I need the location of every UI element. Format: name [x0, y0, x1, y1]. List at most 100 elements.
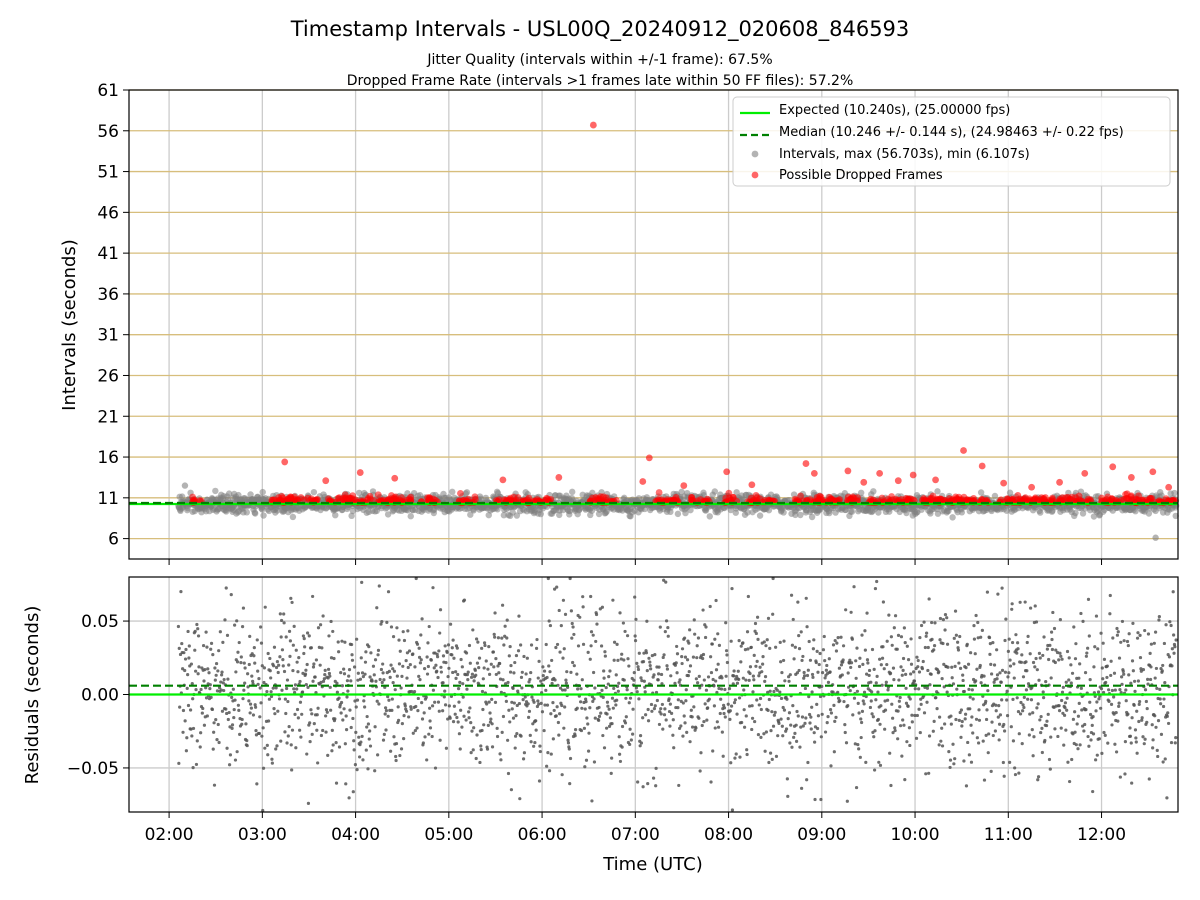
- residual-point: [177, 761, 181, 765]
- residual-point: [501, 714, 506, 719]
- interval-point: [384, 511, 392, 518]
- residual-point: [583, 707, 587, 711]
- residual-point: [883, 727, 887, 731]
- residual-point: [705, 718, 709, 722]
- residual-point: [311, 594, 315, 599]
- residual-point: [487, 700, 491, 704]
- residual-point: [246, 672, 250, 676]
- residual-point: [352, 739, 356, 743]
- residual-point: [900, 673, 904, 677]
- residual-point: [379, 667, 384, 672]
- residual-point: [258, 715, 262, 719]
- residual-point: [732, 701, 737, 705]
- residual-point: [387, 698, 391, 702]
- interval-point: [225, 490, 233, 497]
- residual-point: [786, 717, 790, 721]
- residual-point: [201, 706, 205, 711]
- residual-point: [493, 611, 497, 615]
- residual-point: [232, 707, 236, 712]
- residual-point: [602, 746, 607, 750]
- residual-point: [215, 737, 219, 742]
- residual-point: [507, 654, 511, 658]
- residual-point: [344, 714, 348, 718]
- residual-point: [624, 715, 628, 719]
- residual-point: [638, 744, 642, 748]
- residual-point: [525, 656, 529, 660]
- intervals-y-tick-label: 36: [97, 285, 119, 305]
- residual-point: [515, 731, 519, 736]
- residual-point: [255, 782, 259, 786]
- residual-point: [467, 710, 471, 714]
- residual-point: [726, 702, 730, 706]
- residual-point: [761, 662, 765, 666]
- residual-point: [451, 720, 456, 724]
- residual-point: [422, 711, 426, 715]
- residual-point: [339, 711, 343, 715]
- residual-point: [351, 790, 355, 794]
- residual-point: [603, 654, 607, 658]
- dropped-frame-point: [688, 494, 695, 501]
- residual-point: [808, 721, 812, 725]
- residual-point: [873, 586, 878, 591]
- residual-point: [602, 669, 606, 673]
- residual-point: [625, 688, 629, 692]
- residual-point: [880, 683, 884, 687]
- residual-point: [511, 716, 516, 720]
- residual-point: [354, 705, 358, 709]
- residual-point: [709, 780, 713, 784]
- residual-point: [718, 711, 722, 716]
- dropped-frame-point: [391, 474, 399, 482]
- residual-point: [355, 767, 359, 772]
- residual-point: [259, 625, 263, 629]
- residual-point: [353, 763, 357, 767]
- residual-point: [762, 640, 766, 644]
- residual-point: [360, 580, 364, 584]
- residual-point: [294, 746, 298, 750]
- residual-point: [879, 704, 883, 708]
- residual-point: [244, 722, 248, 726]
- residual-point: [927, 597, 931, 601]
- residual-point: [178, 705, 182, 709]
- residual-point: [388, 675, 392, 679]
- residual-point: [363, 672, 367, 676]
- residual-point: [694, 726, 698, 730]
- residual-point: [363, 705, 367, 709]
- residual-point: [863, 648, 867, 652]
- residual-point: [240, 717, 244, 722]
- residual-point: [803, 686, 807, 691]
- residual-point: [567, 747, 571, 751]
- residual-point: [824, 668, 828, 672]
- residual-point: [735, 681, 740, 685]
- residual-point: [223, 618, 227, 622]
- residual-point: [529, 643, 534, 647]
- residual-point: [614, 673, 618, 677]
- residual-point: [669, 674, 673, 678]
- interval-point: [765, 506, 773, 514]
- residual-point: [417, 674, 421, 678]
- residual-point: [836, 636, 840, 640]
- interval-point: [934, 488, 941, 495]
- residual-point: [675, 652, 680, 656]
- residual-point: [862, 690, 867, 694]
- residual-point: [303, 645, 307, 649]
- residual-point: [230, 726, 234, 730]
- residual-point: [873, 729, 877, 733]
- residual-point: [609, 771, 613, 775]
- residual-point: [633, 634, 637, 638]
- residual-point: [514, 714, 518, 718]
- residual-point: [623, 721, 628, 725]
- residual-point: [901, 718, 905, 722]
- residual-point: [362, 699, 366, 703]
- residual-point: [575, 706, 579, 710]
- residual-point: [312, 662, 316, 666]
- residual-point: [737, 639, 741, 643]
- residual-point: [750, 704, 754, 708]
- residual-point: [774, 645, 778, 649]
- residual-point: [867, 673, 871, 678]
- residual-point: [345, 679, 350, 683]
- residual-point: [829, 711, 834, 715]
- residual-point: [297, 656, 301, 660]
- residual-point: [425, 672, 430, 676]
- residual-point: [842, 699, 846, 704]
